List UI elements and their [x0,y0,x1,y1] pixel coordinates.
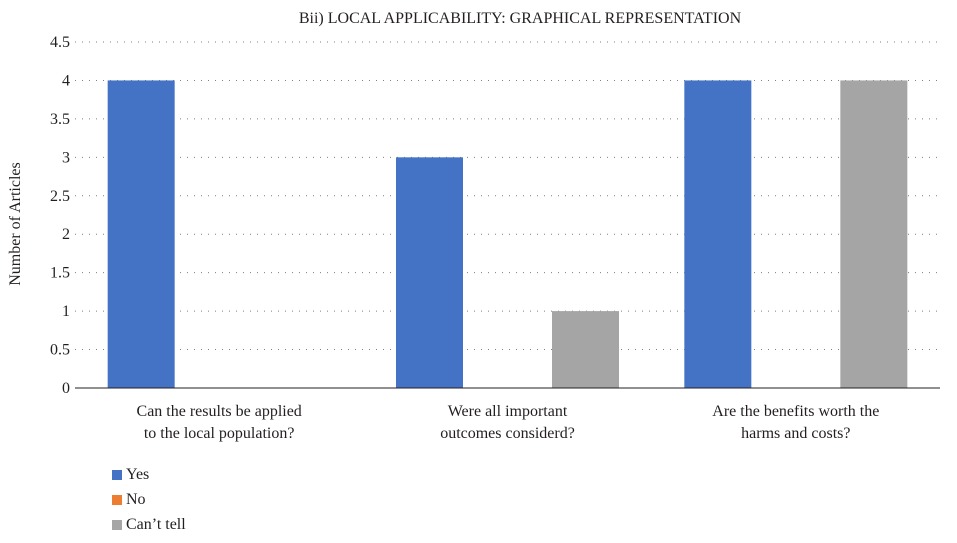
legend-swatch [112,494,122,505]
y-tick-label: 1.5 [50,265,70,282]
y-tick-label: 2 [62,226,70,243]
bar-can-t-tell-1 [552,311,619,388]
y-tick-label: 2.5 [50,188,70,205]
bar-can-t-tell-2 [840,80,908,388]
legend-item: Can’t tell [112,512,186,537]
x-tick-label: outcomes considerd? [440,425,575,442]
bars [107,80,908,388]
y-tick-label: 0 [62,380,70,397]
x-tick-label: to the local population? [144,425,295,442]
chart-title: Bii) LOCAL APPLICABILITY: GRAPHICAL REPR… [299,10,742,27]
y-tick-label: 1 [62,303,70,320]
y-axis-label: Number of Articles [7,162,24,286]
y-tick-label: 4.5 [50,34,70,51]
legend: Yes No Can’t tell [112,462,186,537]
y-tick-label: 3 [62,149,70,166]
bar-yes-2 [684,80,752,388]
x-tick-label: Can the results be applied [137,403,302,420]
bar-yes-0 [107,80,175,388]
x-tick-label: harms and costs? [741,425,850,442]
x-tick-label: Were all important [448,403,568,420]
y-tick-label: 4 [62,72,70,89]
legend-label: No [126,490,146,508]
legend-item: No [112,487,186,512]
x-tick-labels: Can the results be applied to the local p… [137,403,880,442]
y-tick-label: 0.5 [50,342,70,359]
legend-swatch [112,519,122,530]
legend-item: Yes [112,462,186,487]
bar-yes-1 [396,157,463,388]
legend-label: Yes [126,465,150,483]
y-tick-label: 3.5 [50,111,70,128]
y-tick-labels: 0 0.5 1 1.5 2 2.5 3 3.5 4 4.5 [50,34,70,397]
bar-chart: Bii) LOCAL APPLICABILITY: GRAPHICAL REPR… [7,10,940,442]
x-tick-label: Are the benefits worth the [712,403,879,420]
legend-swatch [112,469,122,480]
gridlines [75,41,940,351]
legend-label: Can’t tell [126,515,186,533]
